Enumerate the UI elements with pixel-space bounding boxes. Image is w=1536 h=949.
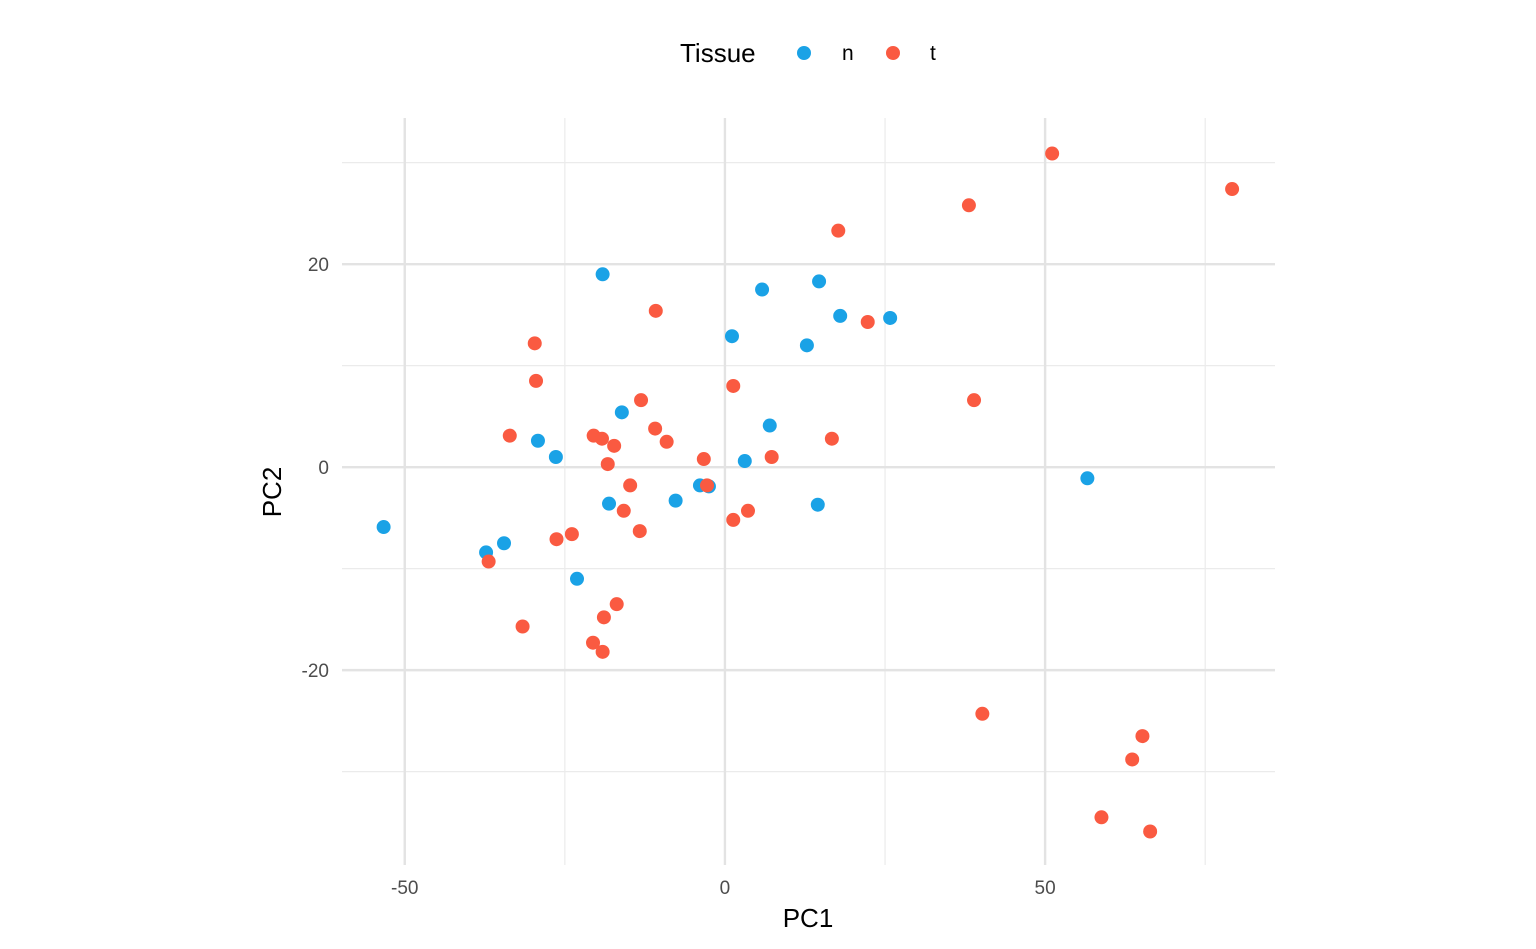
data-point-t bbox=[764, 449, 779, 464]
data-point-t bbox=[726, 378, 741, 393]
data-point-n bbox=[614, 405, 629, 420]
data-point-n bbox=[812, 274, 827, 289]
data-point-t bbox=[1125, 752, 1140, 767]
data-point-t bbox=[831, 223, 846, 238]
data-point-t bbox=[549, 532, 564, 547]
data-point-t bbox=[967, 393, 982, 408]
data-point-t bbox=[502, 428, 517, 443]
data-point-t bbox=[623, 478, 638, 493]
data-point-n bbox=[762, 418, 777, 433]
data-point-t bbox=[564, 527, 579, 542]
data-point-t bbox=[696, 452, 711, 467]
y-axis-label: PC2 bbox=[257, 467, 287, 518]
y-tick-label: 0 bbox=[318, 458, 329, 479]
x-axis-ticks: -50 0 50 bbox=[391, 878, 1056, 899]
data-point-t bbox=[595, 644, 610, 659]
data-point-t bbox=[740, 503, 755, 518]
data-point-t bbox=[594, 431, 609, 446]
data-point-n bbox=[724, 329, 739, 344]
legend-label-t: t bbox=[930, 42, 936, 65]
data-point-n bbox=[833, 308, 848, 323]
data-point-n bbox=[1080, 471, 1095, 486]
data-point-t bbox=[961, 198, 976, 213]
legend: Tissue n t bbox=[680, 38, 936, 68]
y-axis-ticks: -20 0 20 bbox=[302, 255, 329, 682]
data-point-n bbox=[810, 497, 825, 512]
data-point-n bbox=[883, 310, 898, 325]
data-point-t bbox=[600, 457, 615, 472]
data-point-t bbox=[515, 619, 530, 634]
data-point-t bbox=[659, 434, 674, 449]
data-point-t bbox=[596, 610, 611, 625]
data-point-n bbox=[548, 449, 563, 464]
data-point-n bbox=[737, 454, 752, 469]
data-point-t bbox=[529, 373, 544, 388]
y-tick-label: 20 bbox=[308, 255, 329, 276]
data-point-t bbox=[1045, 146, 1060, 161]
legend-title: Tissue bbox=[680, 38, 756, 68]
data-point-n bbox=[668, 493, 683, 508]
data-point-t bbox=[1143, 824, 1158, 839]
data-point-t bbox=[1094, 810, 1109, 825]
grid bbox=[342, 118, 1275, 865]
legend-marker-t bbox=[886, 46, 900, 60]
x-tick-label: 0 bbox=[720, 878, 731, 899]
data-point-t bbox=[648, 303, 663, 318]
data-point-t bbox=[726, 512, 741, 527]
data-point-t bbox=[634, 393, 649, 408]
data-point-t bbox=[481, 554, 496, 569]
y-tick-label: -20 bbox=[302, 661, 329, 682]
legend-label-n: n bbox=[842, 42, 854, 65]
x-tick-label: 50 bbox=[1035, 878, 1056, 899]
data-point-t bbox=[860, 315, 875, 330]
data-point-t bbox=[616, 503, 631, 518]
data-point-t bbox=[824, 431, 839, 446]
data-point-t bbox=[586, 635, 601, 650]
data-point-t bbox=[975, 706, 990, 721]
data-points bbox=[376, 146, 1240, 839]
data-point-t bbox=[609, 597, 624, 612]
data-point-n bbox=[570, 571, 585, 586]
x-tick-label: -50 bbox=[391, 878, 418, 899]
data-point-n bbox=[595, 267, 610, 282]
data-point-t bbox=[1135, 729, 1150, 744]
data-point-t bbox=[527, 336, 542, 351]
data-point-t bbox=[648, 421, 663, 436]
data-point-n bbox=[799, 338, 814, 353]
data-point-n bbox=[755, 282, 770, 297]
x-axis-label: PC1 bbox=[783, 903, 834, 933]
data-point-t bbox=[607, 438, 622, 453]
data-point-n bbox=[602, 496, 617, 511]
data-point-n bbox=[530, 433, 545, 448]
legend-marker-n bbox=[797, 46, 811, 60]
data-point-t bbox=[632, 524, 647, 539]
data-point-t bbox=[700, 478, 715, 493]
data-point-n bbox=[376, 520, 391, 535]
data-point-n bbox=[497, 536, 512, 551]
data-point-t bbox=[1225, 182, 1240, 197]
